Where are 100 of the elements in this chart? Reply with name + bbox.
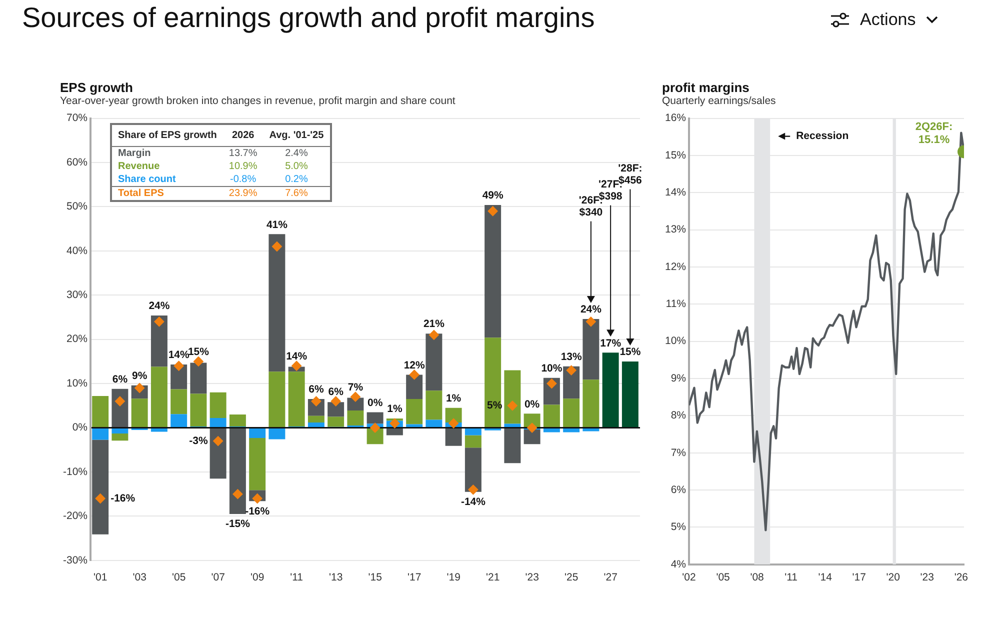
x-tick-label: '19 xyxy=(446,572,461,584)
text: Sources of earnings growth and profit margins xyxy=(22,2,595,34)
x-tick-label: '20 xyxy=(886,572,900,584)
x-tick-label: '13 xyxy=(328,572,343,584)
bar xyxy=(112,428,128,434)
bar xyxy=(347,410,364,426)
bar xyxy=(268,428,286,440)
x-tick-label: '15 xyxy=(368,572,382,584)
y-tick-label: 0% xyxy=(72,422,88,434)
bar xyxy=(386,428,403,436)
y-tick-label: 11% xyxy=(666,298,686,310)
y-tick-label: 10% xyxy=(665,335,686,348)
text: Actions xyxy=(860,10,916,30)
y-tick-label: 7% xyxy=(670,446,686,459)
y-tick-label: -30% xyxy=(62,554,88,566)
x-tick-label: '03 xyxy=(132,572,147,584)
point xyxy=(350,392,360,402)
point xyxy=(370,422,380,433)
annotation: Revenue xyxy=(117,160,161,173)
y-tick-label: 5% xyxy=(670,521,686,534)
y-tick-label: -20% xyxy=(62,510,88,522)
bar xyxy=(504,424,521,428)
data-label: 15% xyxy=(620,346,642,358)
annotation: Share of EPS growth xyxy=(117,129,218,143)
bar xyxy=(602,352,619,428)
x-tick-label: '02 xyxy=(682,572,696,584)
point xyxy=(390,418,400,428)
point xyxy=(330,396,341,406)
point xyxy=(468,484,478,495)
y-tick-label: 20% xyxy=(66,333,88,346)
x-tick-label: '11 xyxy=(784,572,798,584)
bar xyxy=(288,372,305,426)
data-label: 17% xyxy=(600,337,622,350)
bar xyxy=(92,396,109,428)
data-label: 21% xyxy=(423,318,446,330)
bar xyxy=(131,398,148,428)
point xyxy=(193,356,204,366)
data-label: -16% xyxy=(110,492,136,504)
point xyxy=(428,330,439,340)
point xyxy=(292,360,302,371)
annotation: 10.9% xyxy=(228,160,258,173)
bar xyxy=(543,428,560,432)
data-label: 1% xyxy=(387,403,403,416)
y-tick-label: 40% xyxy=(66,244,88,257)
bar xyxy=(249,428,266,438)
bar xyxy=(150,366,168,428)
y-tick-label: 4% xyxy=(670,558,686,570)
bar xyxy=(150,315,168,367)
bar xyxy=(92,440,109,534)
bar xyxy=(563,428,580,432)
bar xyxy=(112,388,128,428)
data-label: 6% xyxy=(328,386,344,398)
point xyxy=(174,360,184,371)
bar xyxy=(622,361,638,428)
x-tick-label: '26 xyxy=(954,572,968,584)
bar xyxy=(406,374,423,400)
bar xyxy=(426,420,442,428)
data-label: 14% xyxy=(286,350,308,363)
bar xyxy=(582,380,600,428)
y-tick-label: 15% xyxy=(665,149,686,162)
bar xyxy=(190,394,207,426)
bar xyxy=(170,364,188,390)
x-tick-label: '05 xyxy=(172,572,186,584)
x-tick-label: '14 xyxy=(818,572,832,584)
data-label: 1% xyxy=(446,392,462,405)
annotation: Share count xyxy=(117,173,177,186)
bar xyxy=(328,416,344,427)
annotation: -0.8% xyxy=(229,173,258,186)
data-label: 9% xyxy=(132,370,148,382)
y-tick-label: 60% xyxy=(66,156,88,168)
bar xyxy=(464,448,482,492)
annotation: 2.4% xyxy=(284,147,309,160)
bar xyxy=(504,370,521,424)
bar xyxy=(366,428,384,444)
annotation: Avg. '01-'25 xyxy=(268,129,325,143)
bar xyxy=(426,390,442,420)
annotation: 23.9% xyxy=(228,187,258,201)
point xyxy=(311,396,322,406)
bar xyxy=(170,389,188,414)
point xyxy=(527,422,538,433)
point xyxy=(566,365,576,376)
point xyxy=(546,378,557,389)
data-label: 7% xyxy=(348,381,364,394)
data-label: 24% xyxy=(580,304,602,316)
bar xyxy=(92,428,109,440)
point xyxy=(272,242,282,252)
point xyxy=(488,206,498,216)
data-label: -15% xyxy=(225,518,251,530)
bar xyxy=(229,428,246,514)
data-label: 41% xyxy=(266,218,288,231)
bar xyxy=(112,434,128,441)
point xyxy=(232,489,243,500)
bar xyxy=(464,428,482,436)
bar xyxy=(268,372,286,428)
chart-title: EPS growth xyxy=(60,80,134,95)
bar xyxy=(426,334,442,391)
bar xyxy=(170,414,188,428)
bar xyxy=(268,234,286,372)
y-tick-label: 16% xyxy=(665,112,686,124)
data-label: -3% xyxy=(189,434,208,447)
